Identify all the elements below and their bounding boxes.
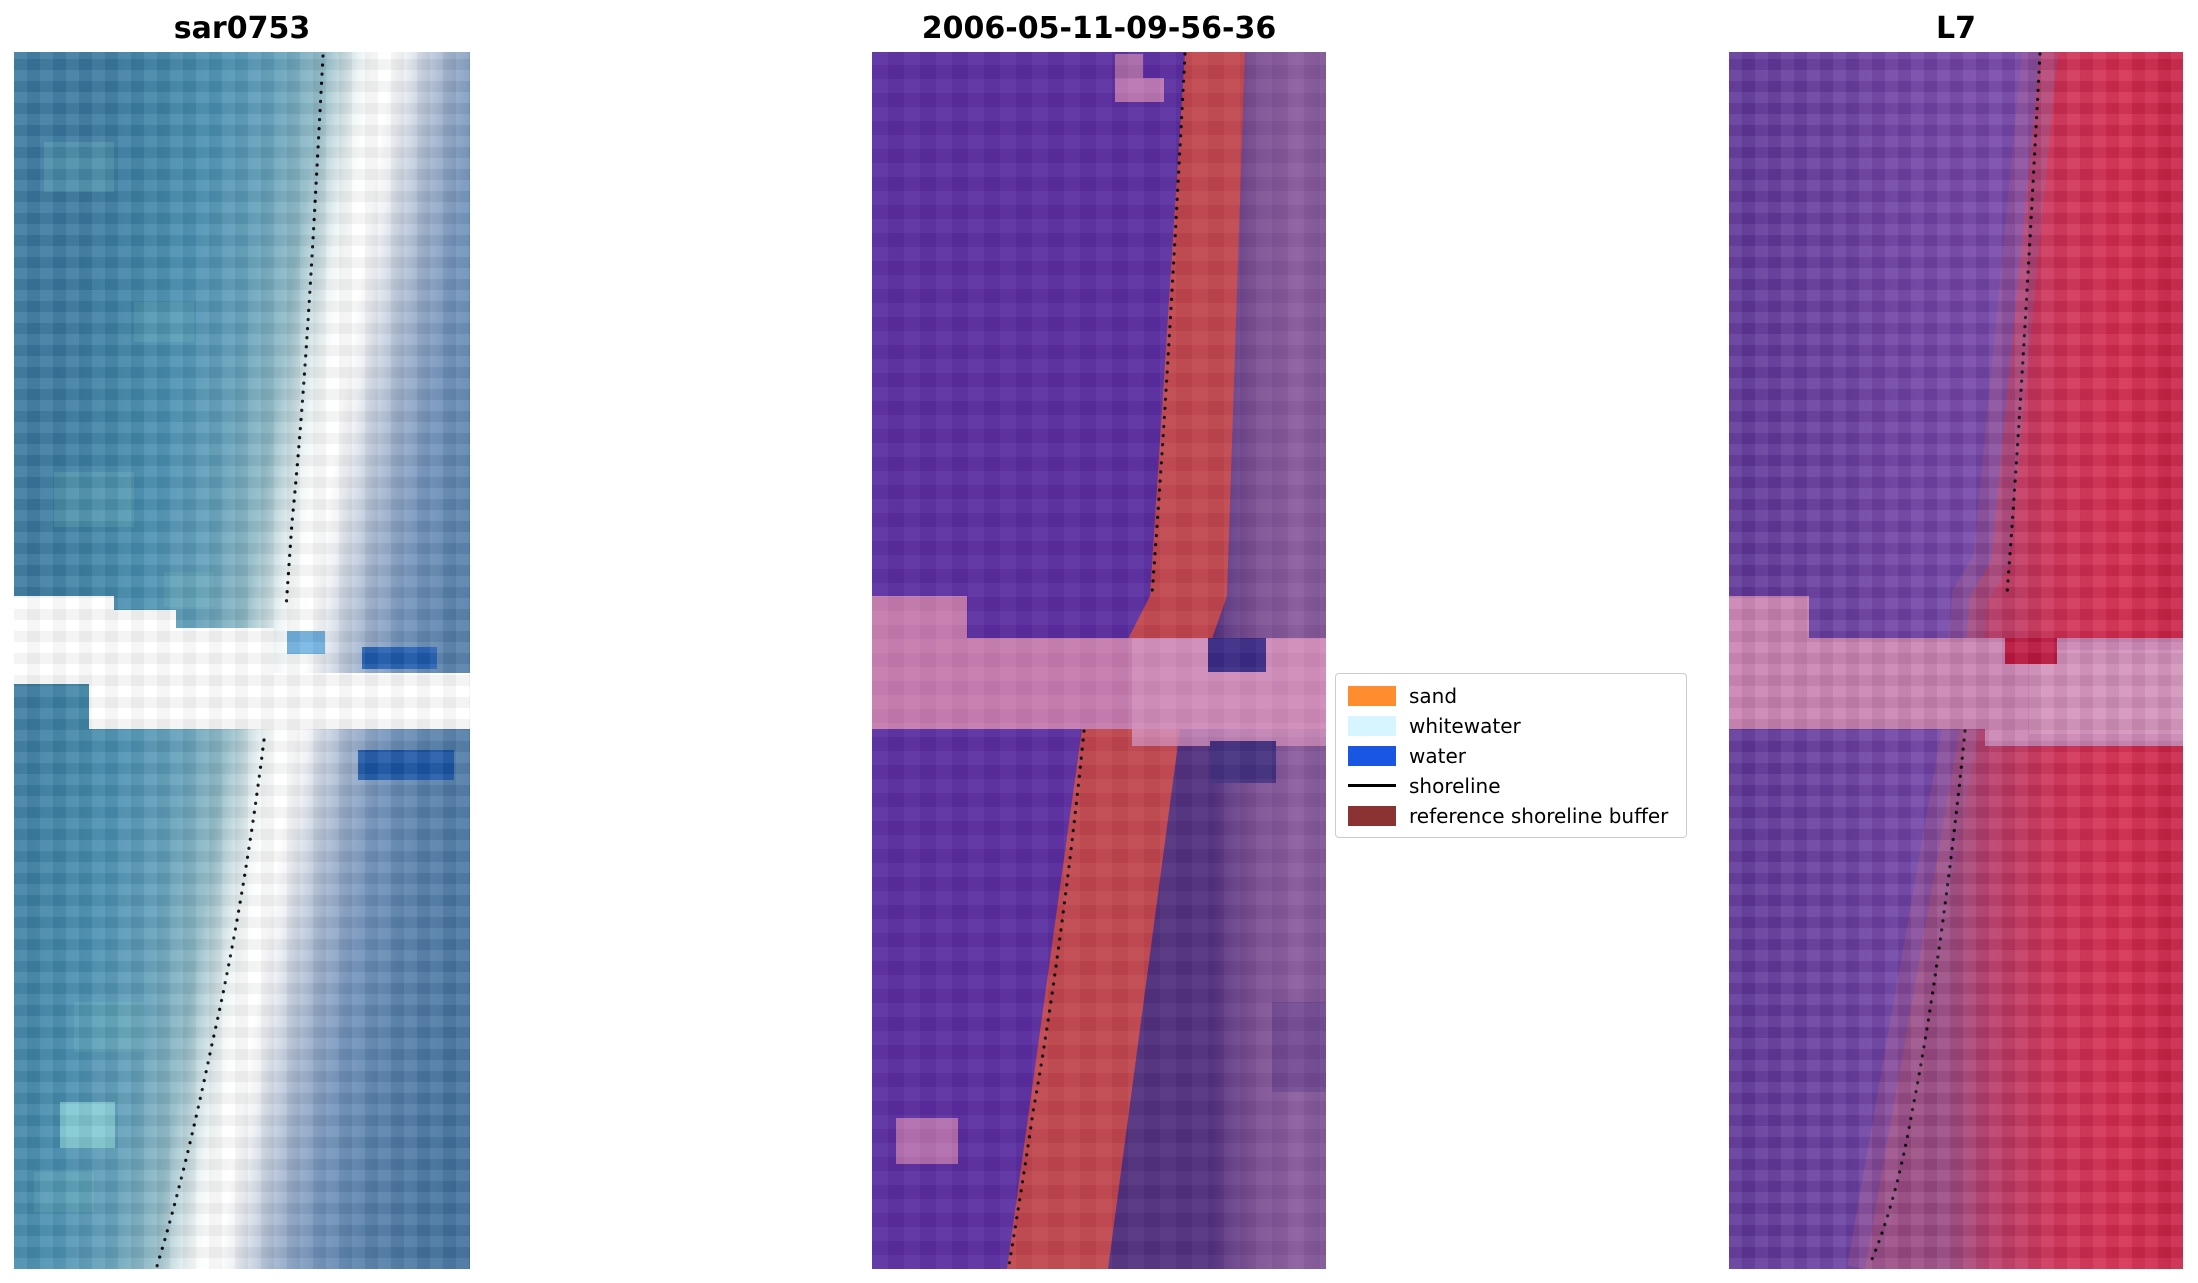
legend-item-reference-buffer: reference shoreline buffer — [1348, 803, 1674, 828]
whitewater-swatch — [1348, 715, 1396, 736]
shoreline-path — [1867, 52, 2042, 1268]
sand-swatch — [1348, 685, 1396, 706]
classified-image-panel — [872, 52, 1326, 1269]
legend: sand whitewater water shoreline referenc… — [1335, 673, 1687, 838]
legend-item-whitewater: whitewater — [1348, 713, 1674, 738]
shore-blend-zone — [1847, 52, 2058, 1269]
l7-image — [1729, 52, 2183, 1269]
water-pixels — [287, 631, 454, 780]
legend-label: water — [1409, 743, 1466, 768]
legend-item-shoreline: shoreline — [1348, 773, 1674, 798]
stray-pink-pixels — [896, 54, 1164, 1164]
shoreline-path — [1007, 52, 1187, 1268]
panel-title-sar: sar0753 — [173, 11, 311, 46]
water-texture-blotches — [34, 142, 214, 1212]
dark-red-pixel — [2005, 638, 2057, 664]
legend-item-water: water — [1348, 743, 1674, 768]
sar-image — [14, 52, 470, 1269]
panel-title-l7: L7 — [1936, 11, 1976, 46]
reference-buffer-swatch — [1348, 805, 1396, 826]
legend-label: sand — [1409, 683, 1458, 708]
land-dark-patch — [1272, 1002, 1326, 1092]
shoreline-path — [155, 54, 325, 1268]
legend-label: reference shoreline buffer — [1409, 803, 1669, 828]
dark-pixel-patch — [1210, 741, 1276, 783]
dark-pixel-patch — [1208, 638, 1266, 672]
water-swatch — [1348, 745, 1396, 766]
legend-label: whitewater — [1409, 713, 1521, 738]
legend-label: shoreline — [1409, 773, 1501, 798]
l7-image-panel — [1729, 52, 2183, 1269]
shoreline-line-swatch — [1348, 784, 1396, 787]
classified-image — [872, 52, 1326, 1269]
panel-title-classified: 2006-05-11-09-56-36 — [921, 11, 1277, 46]
no-data-gap — [14, 596, 470, 729]
sar-image-panel — [14, 52, 470, 1269]
legend-item-sand: sand — [1348, 683, 1674, 708]
